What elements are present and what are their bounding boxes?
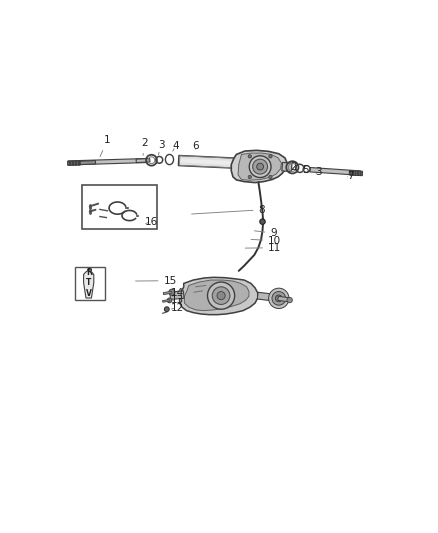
Polygon shape <box>84 269 94 298</box>
Text: 7: 7 <box>347 171 353 181</box>
Polygon shape <box>278 296 289 302</box>
Circle shape <box>253 159 268 174</box>
Text: 8: 8 <box>191 205 265 215</box>
Polygon shape <box>67 161 80 165</box>
FancyBboxPatch shape <box>82 185 156 229</box>
FancyBboxPatch shape <box>75 267 105 301</box>
Polygon shape <box>170 291 184 300</box>
Text: 3: 3 <box>158 140 165 155</box>
Text: 9: 9 <box>254 228 277 238</box>
Polygon shape <box>310 167 360 175</box>
Polygon shape <box>180 277 258 314</box>
Polygon shape <box>282 163 292 172</box>
Circle shape <box>167 298 172 303</box>
Circle shape <box>269 175 272 179</box>
Circle shape <box>287 297 293 303</box>
Text: 3: 3 <box>315 167 322 177</box>
Polygon shape <box>68 158 146 165</box>
Polygon shape <box>178 156 238 168</box>
Polygon shape <box>231 150 287 183</box>
Polygon shape <box>162 300 170 302</box>
Text: 14: 14 <box>170 288 184 298</box>
Circle shape <box>169 289 175 295</box>
Circle shape <box>269 155 272 158</box>
Text: 2: 2 <box>141 138 148 156</box>
Circle shape <box>217 292 225 300</box>
Circle shape <box>260 219 265 224</box>
Circle shape <box>268 288 289 309</box>
Text: 11: 11 <box>245 243 281 253</box>
Circle shape <box>257 163 264 170</box>
Polygon shape <box>136 158 150 163</box>
Circle shape <box>248 175 251 179</box>
Circle shape <box>276 295 282 302</box>
Circle shape <box>272 292 286 305</box>
Polygon shape <box>180 158 237 165</box>
Text: 5: 5 <box>303 165 309 175</box>
Text: 6: 6 <box>192 141 199 151</box>
Polygon shape <box>238 153 282 180</box>
Polygon shape <box>163 291 172 295</box>
Polygon shape <box>184 280 249 311</box>
Circle shape <box>249 156 271 177</box>
Text: 4: 4 <box>172 141 179 151</box>
Text: R
T
V: R T V <box>86 268 92 297</box>
Circle shape <box>248 155 251 158</box>
Text: 1: 1 <box>100 135 111 157</box>
Polygon shape <box>258 292 278 301</box>
Text: 2: 2 <box>291 163 297 172</box>
Circle shape <box>208 282 235 309</box>
Text: 16: 16 <box>145 216 158 227</box>
Polygon shape <box>349 171 362 176</box>
Polygon shape <box>80 160 95 165</box>
Text: 13: 13 <box>170 295 184 305</box>
Text: 10: 10 <box>251 236 281 246</box>
Circle shape <box>212 287 230 304</box>
Text: 15: 15 <box>136 276 177 286</box>
Text: 12: 12 <box>170 303 184 313</box>
Circle shape <box>164 307 169 312</box>
